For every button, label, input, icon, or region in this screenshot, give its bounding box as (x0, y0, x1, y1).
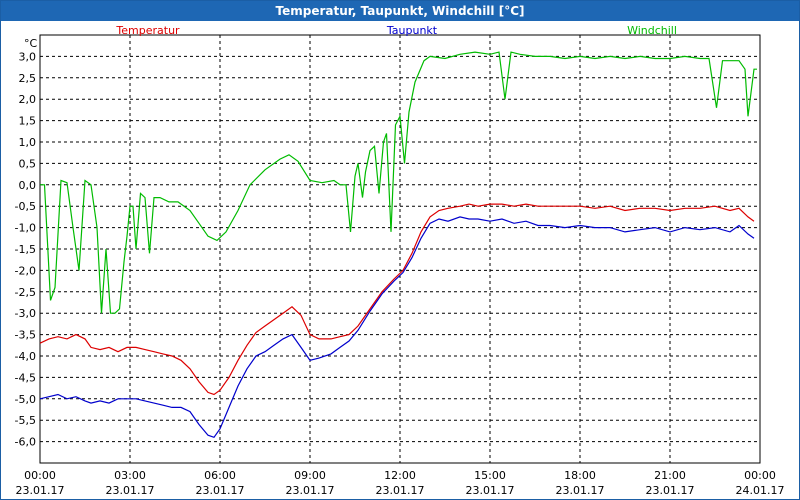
x-tick-date-label: 23.01.17 (376, 484, 425, 497)
legend-taupunkt: Taupunkt (386, 24, 438, 37)
series-line-temperatur (39, 203, 755, 396)
y-tick-label: -0,5 (15, 200, 36, 213)
x-tick-date-label: 24.01.17 (736, 484, 785, 497)
x-tick-time-label: 18:00 (564, 469, 596, 482)
x-tick-time-label: 15:00 (474, 469, 506, 482)
x-tick-date-label: 23.01.17 (106, 484, 155, 497)
x-tick-date-label: 23.01.17 (556, 484, 605, 497)
y-tick-label: 2,0 (19, 93, 37, 106)
x-tick-time-label: 06:00 (204, 469, 236, 482)
x-tick-time-label: 21:00 (654, 469, 686, 482)
x-tick-date-label: 23.01.17 (646, 484, 695, 497)
y-tick-label: -6,0 (15, 436, 36, 449)
x-tick-date-label: 23.01.17 (196, 484, 245, 497)
y-tick-label: 0,5 (19, 157, 37, 170)
y-tick-label: -2,0 (15, 264, 36, 277)
y-tick-label: 0,0 (19, 179, 37, 192)
y-tick-label: -2,5 (15, 286, 36, 299)
x-tick-date-label: 23.01.17 (286, 484, 335, 497)
legend-temperatur: Temperatur (115, 24, 180, 37)
y-tick-label: 1,5 (19, 115, 37, 128)
y-tick-label: -4,5 (15, 371, 36, 384)
y-unit-label: °C (24, 37, 38, 50)
x-tick-time-label: 09:00 (294, 469, 326, 482)
x-tick-time-label: 12:00 (384, 469, 416, 482)
plot-border (39, 34, 761, 464)
y-tick-label: -3,5 (15, 329, 36, 342)
y-tick-label: -3,0 (15, 307, 36, 320)
y-tick-label: -5,5 (15, 414, 36, 427)
x-tick-time-label: 00:00 (744, 469, 776, 482)
y-tick-label: -1,5 (15, 243, 36, 256)
x-tick-time-label: 00:00 (24, 469, 56, 482)
y-tick-label: -4,0 (15, 350, 36, 363)
y-tick-label: 3,0 (19, 50, 37, 63)
x-tick-time-label: 03:00 (114, 469, 146, 482)
series-line-taupunkt (39, 216, 755, 439)
y-tick-label: 2,5 (19, 72, 37, 85)
series-line-windchill (40, 51, 757, 314)
window-title: Temperatur, Taupunkt, Windchill [°C] (1, 1, 799, 21)
y-tick-label: -5,0 (15, 393, 36, 406)
legend-windchill: Windchill (627, 24, 677, 37)
x-tick-date-label: 23.01.17 (16, 484, 65, 497)
x-tick-date-label: 23.01.17 (466, 484, 515, 497)
y-tick-label: 1,0 (19, 136, 37, 149)
y-tick-label: -1,0 (15, 222, 36, 235)
